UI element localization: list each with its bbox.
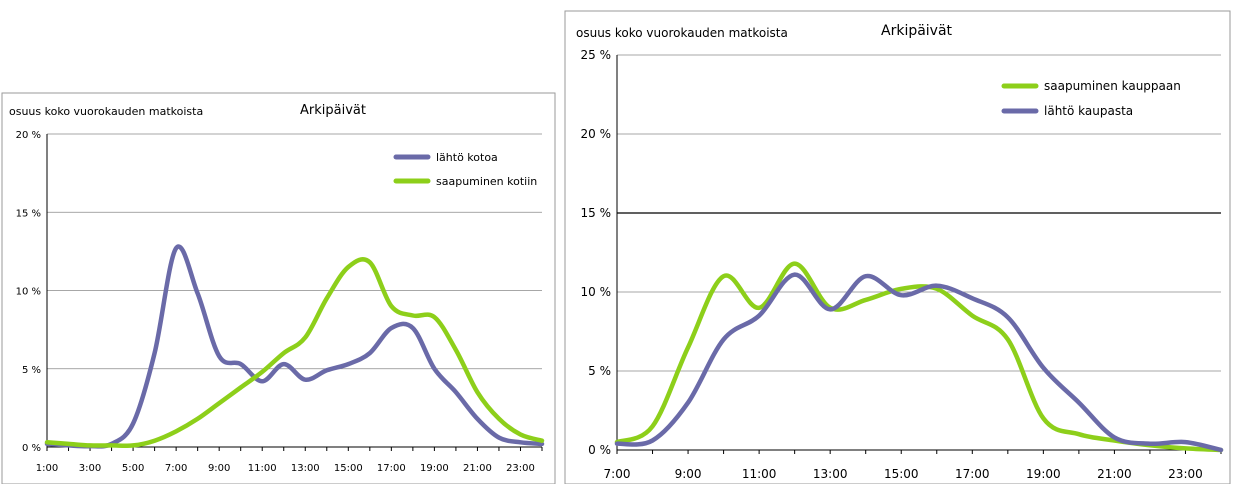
- left-ytick-label: 15 %: [16, 208, 41, 219]
- left-legend-label: saapuminen kotiin: [436, 175, 537, 188]
- right-xtick-label: 15:00: [884, 467, 919, 481]
- left-xtick-label: 15:00: [334, 463, 363, 474]
- left-ytick-label: 20 %: [16, 130, 41, 141]
- right-ytick-label: 10 %: [581, 285, 612, 299]
- left-xtick-label: 9:00: [208, 463, 230, 474]
- right-series-line-1: [614, 261, 1224, 453]
- right-ytick-label: 25 %: [581, 48, 612, 62]
- left-xtick-label: 19:00: [420, 463, 449, 474]
- right-title: Arkipäivät: [881, 23, 953, 39]
- left-xtick-label: 21:00: [463, 463, 492, 474]
- left-xtick-label: 7:00: [165, 463, 187, 474]
- chart-right: 0 % 5 % 10 % 15 % 20 % 25 % 7:00 9:00 11:00 13:00…: [564, 10, 1231, 484]
- left-xtick-label: 1:00: [36, 463, 58, 474]
- right-xtick-label: 23:00: [1168, 467, 1203, 481]
- left-title: Arkipäivät: [300, 103, 366, 118]
- right-series-line-2: [614, 272, 1224, 453]
- left-ylabel: osuus koko vuorokauden matkoista: [9, 105, 203, 118]
- right-ytick-label: 20 %: [581, 127, 612, 141]
- chart-left: 0 % 5 % 10 % 15 % 20 % 1:00 3:00 5:00 7:00 9:00 11…: [1, 92, 556, 484]
- right-frame: [564, 10, 1231, 484]
- right-xtick-label: 19:00: [1026, 467, 1061, 481]
- left-legend-label: lähtö kotoa: [436, 151, 498, 164]
- right-xtick-label: 7:00: [604, 467, 631, 481]
- left-xtick-label: 11:00: [248, 463, 277, 474]
- right-legend-label: lähtö kaupasta: [1044, 104, 1133, 118]
- right-ylabel: osuus koko vuorokauden matkoista: [576, 26, 788, 40]
- left-xtick-label: 13:00: [291, 463, 320, 474]
- left-series-line-2: [44, 257, 545, 449]
- left-ytick-label: 5 %: [22, 365, 41, 376]
- right-xtick-label: 9:00: [675, 467, 702, 481]
- left-series-line-1: [44, 244, 545, 449]
- left-xtick-label: 5:00: [122, 463, 144, 474]
- left-ytick-label: 10 %: [16, 287, 41, 298]
- right-xtick-label: 11:00: [742, 467, 777, 481]
- right-ytick-label: 0 %: [588, 443, 611, 457]
- left-xtick-label: 17:00: [377, 463, 406, 474]
- left-frame: [1, 92, 556, 484]
- left-xtick-label: 3:00: [79, 463, 101, 474]
- right-xtick-label: 13:00: [813, 467, 848, 481]
- right-ytick-label: 5 %: [588, 364, 611, 378]
- right-xtick-label: 17:00: [955, 467, 990, 481]
- left-ytick-label: 0 %: [22, 443, 41, 454]
- right-legend-label: saapuminen kauppaan: [1044, 79, 1181, 93]
- right-ytick-label: 15 %: [581, 206, 612, 220]
- right-xtick-label: 21:00: [1097, 467, 1132, 481]
- left-xtick-label: 23:00: [506, 463, 535, 474]
